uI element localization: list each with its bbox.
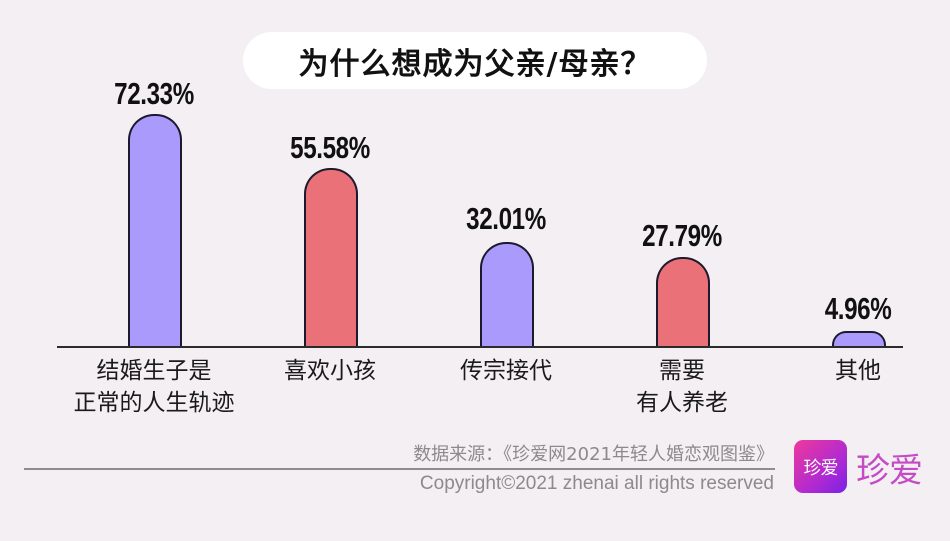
category-label-line: 传宗接代	[460, 358, 552, 384]
logo-badge-text: 珍爱	[803, 457, 839, 479]
bar	[656, 257, 710, 347]
category-label: 传宗接代	[396, 355, 616, 387]
chart-title: 为什么想成为父亲/母亲？	[243, 32, 707, 89]
copyright-text: Copyright©2021 zhenai all rights reserve…	[419, 473, 774, 494]
zhenai-logo-icon: 珍爱	[794, 440, 847, 493]
bar	[128, 114, 182, 347]
bar	[480, 242, 534, 347]
category-label-line: 喜欢小孩	[284, 358, 376, 384]
chart-title-text: 为什么想成为父亲/母亲？	[298, 46, 652, 82]
category-label-line: 正常的人生轨迹	[73, 390, 235, 416]
category-label: 需要 有人养老	[572, 355, 792, 419]
category-label-line: 结婚生子是	[96, 358, 212, 384]
category-label-line: 其他	[835, 358, 881, 384]
category-label: 结婚生子是 正常的人生轨迹	[44, 355, 264, 419]
category-label-line: 有人养老	[636, 390, 728, 416]
zhenai-logo-text: 珍爱	[856, 451, 923, 491]
value-label: 32.01%	[466, 201, 546, 236]
footer-divider	[24, 468, 775, 470]
value-label: 72.33%	[114, 76, 194, 111]
category-label: 喜欢小孩	[220, 355, 440, 387]
data-source-text: 数据来源：《珍爱网2021年轻人婚恋观图鉴》	[413, 444, 774, 465]
value-label: 27.79%	[642, 218, 722, 253]
category-label: 其他	[748, 355, 950, 387]
value-label: 55.58%	[290, 130, 370, 165]
bar	[832, 331, 886, 347]
value-label: 4.96%	[824, 291, 892, 326]
x-axis-baseline	[57, 346, 903, 348]
bar	[304, 168, 358, 347]
category-label-line: 需要	[659, 358, 705, 384]
